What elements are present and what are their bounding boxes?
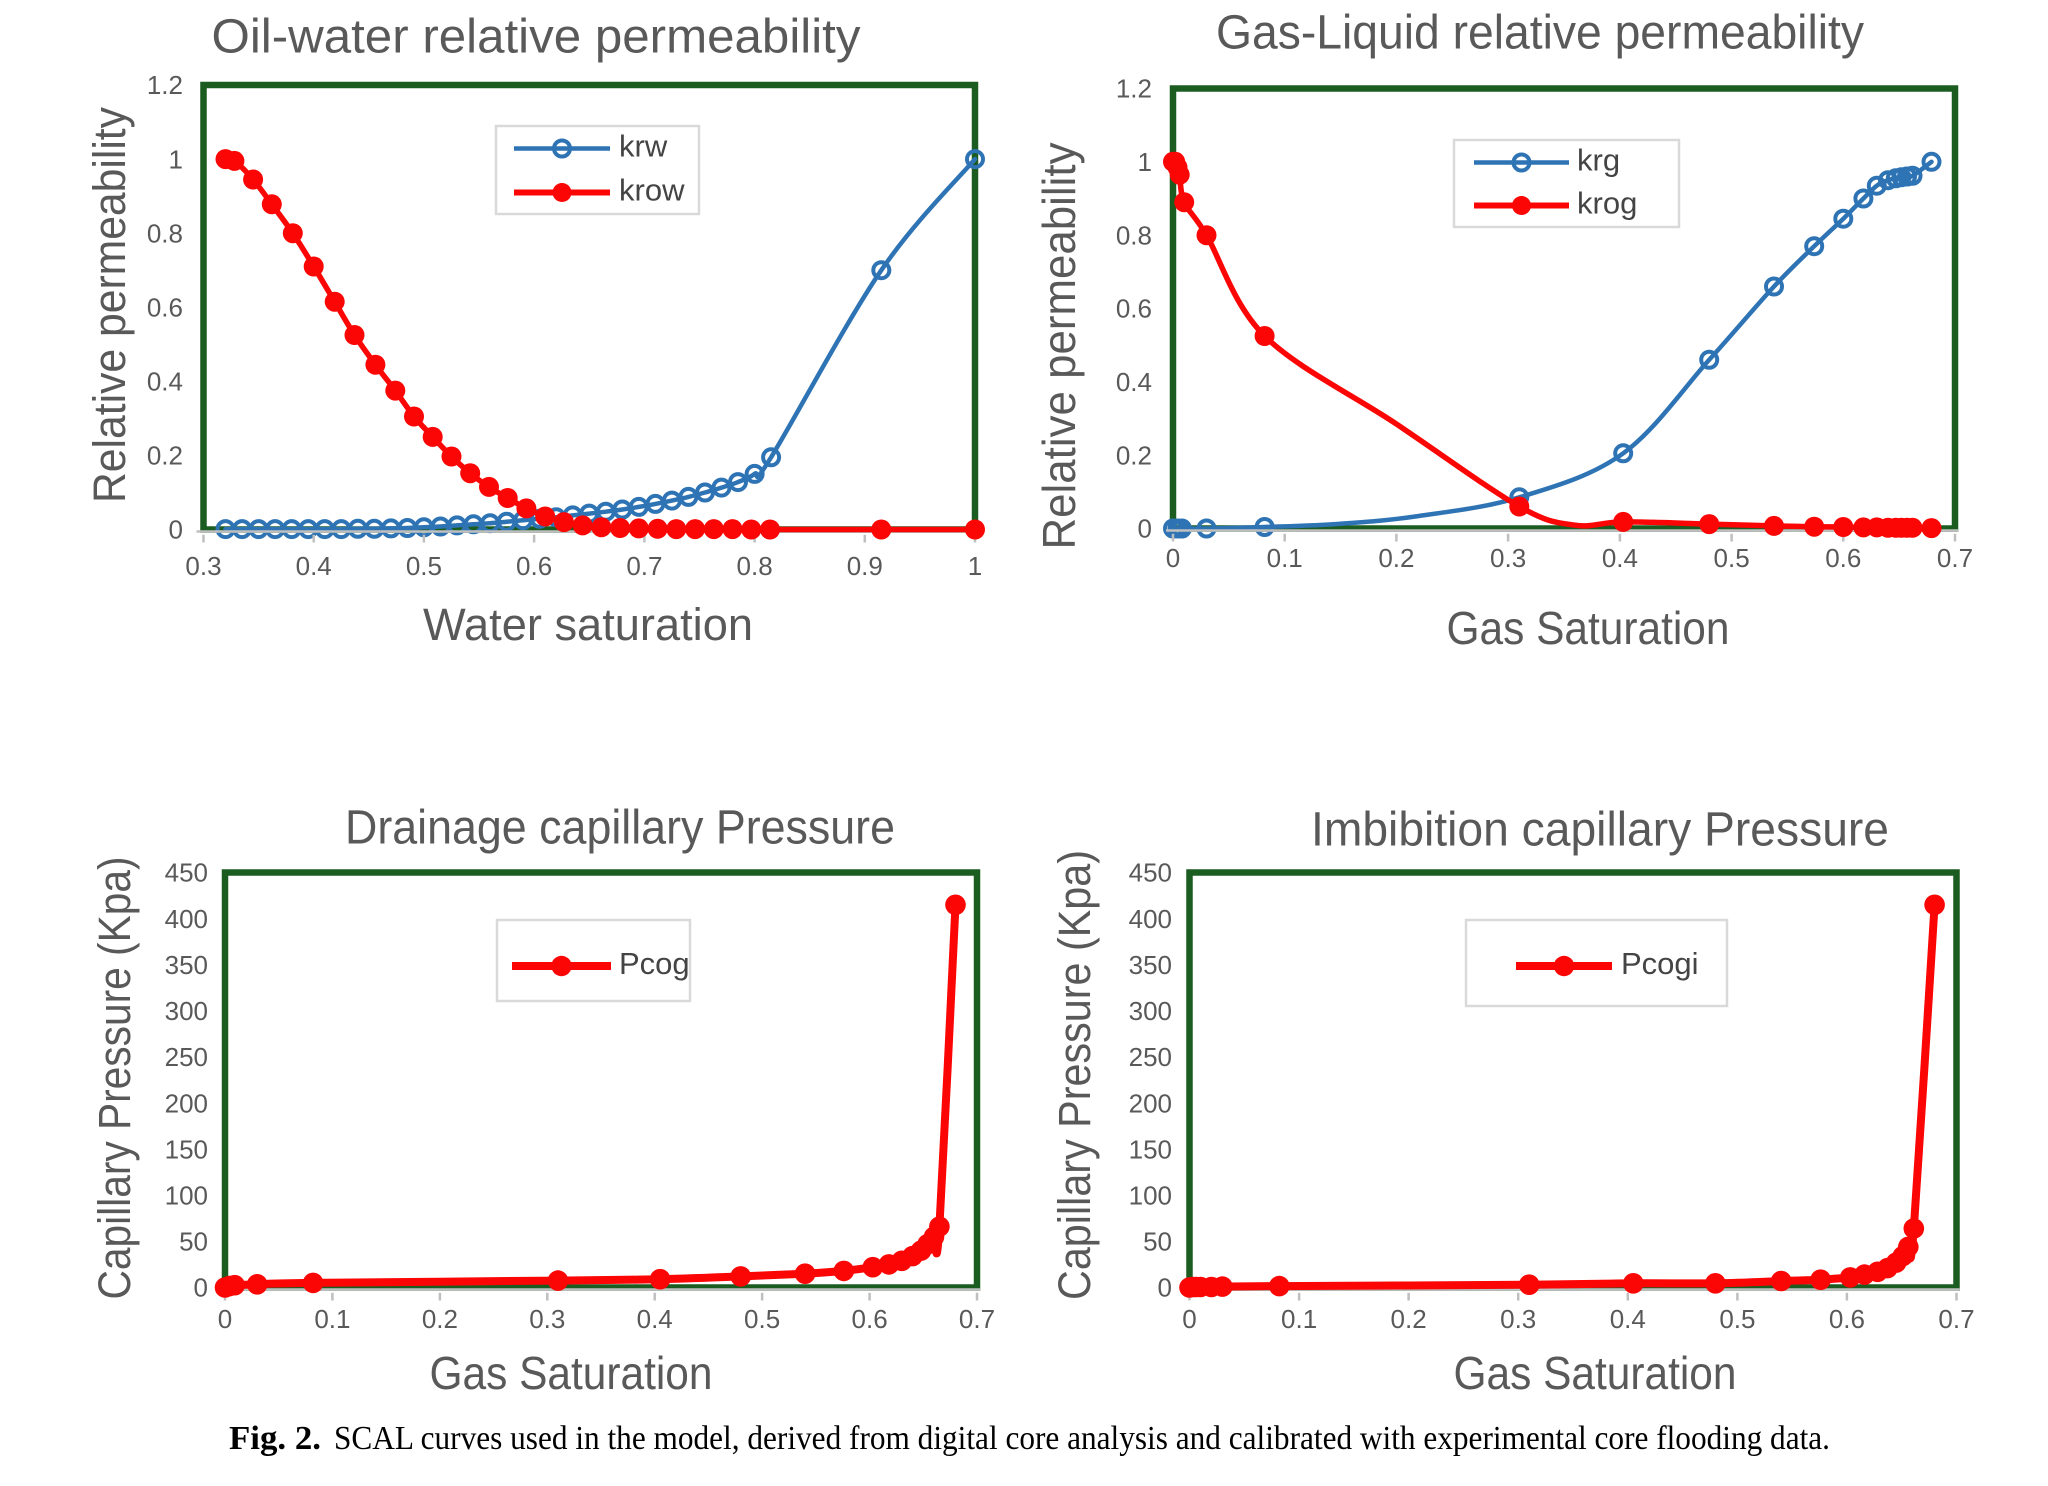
svg-text:100: 100	[165, 1181, 208, 1211]
svg-text:350: 350	[165, 950, 208, 980]
svg-text:SCAL curves used in the model,: SCAL curves used in the model, derived f…	[334, 1420, 1830, 1457]
svg-text:350: 350	[1129, 950, 1172, 980]
svg-text:0.3: 0.3	[1490, 543, 1526, 573]
svg-text:0.7: 0.7	[959, 1304, 995, 1334]
svg-text:0.1: 0.1	[1281, 1304, 1317, 1334]
svg-text:Water saturation: Water saturation	[423, 599, 753, 650]
svg-text:Relative permeability: Relative permeability	[1033, 143, 1085, 550]
svg-text:0: 0	[169, 515, 183, 545]
svg-text:0.2: 0.2	[422, 1304, 458, 1334]
svg-text:0.6: 0.6	[516, 551, 552, 581]
svg-text:0.3: 0.3	[529, 1304, 565, 1334]
svg-text:200: 200	[1129, 1088, 1172, 1118]
svg-text:0.6: 0.6	[1116, 294, 1152, 324]
svg-text:0.7: 0.7	[1938, 1304, 1974, 1334]
svg-text:0: 0	[194, 1273, 208, 1303]
svg-text:Capillary Pressure (Kpa): Capillary Pressure (Kpa)	[1049, 850, 1100, 1300]
svg-text:0.8: 0.8	[737, 551, 773, 581]
svg-text:Drainage capillary Pressure: Drainage capillary Pressure	[345, 802, 895, 855]
svg-text:150: 150	[1129, 1134, 1172, 1164]
svg-text:krg: krg	[1577, 143, 1620, 178]
svg-text:0.6: 0.6	[147, 292, 183, 322]
svg-text:0.6: 0.6	[1825, 543, 1861, 573]
svg-text:Oil-water relative permeabilit: Oil-water relative permeability	[212, 11, 861, 64]
svg-text:0: 0	[1166, 543, 1180, 573]
svg-text:0.8: 0.8	[147, 218, 183, 248]
svg-text:0.4: 0.4	[1610, 1304, 1646, 1334]
svg-text:50: 50	[179, 1227, 208, 1257]
svg-text:0: 0	[218, 1304, 232, 1334]
svg-text:Gas Saturation: Gas Saturation	[1454, 1347, 1737, 1399]
svg-text:300: 300	[165, 996, 208, 1026]
svg-text:Gas Saturation: Gas Saturation	[430, 1347, 713, 1399]
svg-text:0.8: 0.8	[1116, 220, 1152, 250]
svg-text:Relative permeability: Relative permeability	[84, 107, 135, 503]
svg-text:0.7: 0.7	[1937, 543, 1973, 573]
svg-text:Pcogi: Pcogi	[1621, 946, 1699, 981]
svg-text:0.4: 0.4	[1602, 543, 1638, 573]
svg-text:0.9: 0.9	[847, 551, 883, 581]
svg-text:0.2: 0.2	[147, 441, 183, 471]
svg-text:0.6: 0.6	[852, 1304, 888, 1334]
svg-text:0.2: 0.2	[1391, 1304, 1427, 1334]
svg-text:150: 150	[165, 1134, 208, 1164]
svg-text:0.5: 0.5	[1719, 1304, 1755, 1334]
svg-text:400: 400	[165, 904, 208, 934]
svg-text:0.1: 0.1	[314, 1304, 350, 1334]
svg-text:450: 450	[1129, 858, 1172, 888]
svg-text:0.2: 0.2	[1116, 440, 1152, 470]
svg-text:0: 0	[1182, 1304, 1196, 1334]
svg-text:1.2: 1.2	[147, 70, 183, 100]
svg-text:Pcog: Pcog	[619, 946, 690, 981]
svg-text:Imbibition capillary Pressure: Imbibition capillary Pressure	[1311, 804, 1889, 857]
svg-text:krw: krw	[619, 129, 668, 164]
svg-text:Gas Saturation: Gas Saturation	[1447, 602, 1730, 654]
svg-text:0: 0	[1138, 514, 1152, 544]
svg-text:400: 400	[1129, 904, 1172, 934]
svg-text:200: 200	[165, 1088, 208, 1118]
svg-text:0.2: 0.2	[1378, 543, 1414, 573]
svg-text:50: 50	[1143, 1227, 1172, 1257]
svg-text:0: 0	[1158, 1273, 1172, 1303]
svg-text:1.2: 1.2	[1116, 74, 1152, 104]
svg-text:250: 250	[165, 1042, 208, 1072]
svg-text:0.5: 0.5	[1714, 543, 1750, 573]
svg-text:450: 450	[165, 858, 208, 888]
svg-text:Capillary Pressure (Kpa): Capillary Pressure (Kpa)	[89, 857, 140, 1300]
svg-text:1: 1	[169, 144, 183, 174]
svg-text:0.4: 0.4	[296, 551, 332, 581]
svg-text:0.4: 0.4	[637, 1304, 673, 1334]
svg-text:0.7: 0.7	[626, 551, 662, 581]
svg-text:0.4: 0.4	[1116, 367, 1152, 397]
svg-text:Gas-Liquid relative permeabili: Gas-Liquid relative permeability	[1216, 7, 1864, 60]
svg-text:krog: krog	[1577, 186, 1637, 221]
svg-text:0.3: 0.3	[1500, 1304, 1536, 1334]
svg-text:0.6: 0.6	[1829, 1304, 1865, 1334]
svg-text:1: 1	[968, 551, 982, 581]
svg-text:0.1: 0.1	[1267, 543, 1303, 573]
svg-text:1: 1	[1138, 147, 1152, 177]
svg-text:100: 100	[1129, 1181, 1172, 1211]
svg-text:250: 250	[1129, 1042, 1172, 1072]
svg-text:0.5: 0.5	[744, 1304, 780, 1334]
svg-text:0.4: 0.4	[147, 367, 183, 397]
svg-text:0.3: 0.3	[185, 551, 221, 581]
svg-text:krow: krow	[619, 173, 685, 208]
svg-text:300: 300	[1129, 996, 1172, 1026]
svg-text:0.5: 0.5	[406, 551, 442, 581]
svg-text:Fig. 2.: Fig. 2.	[229, 1420, 321, 1457]
